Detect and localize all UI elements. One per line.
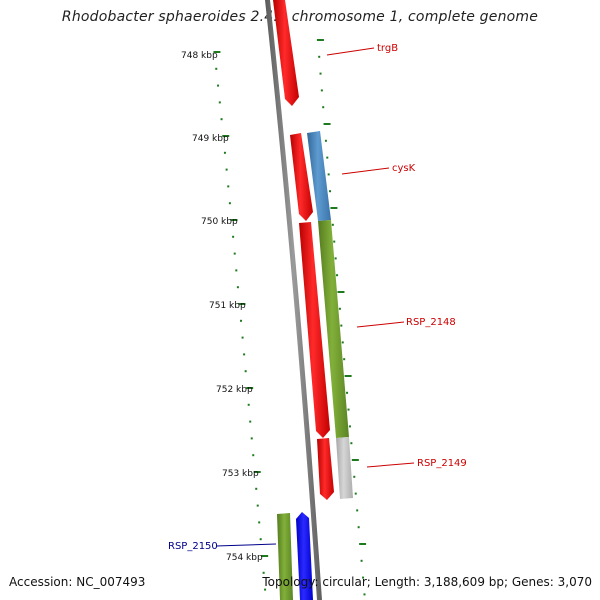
kbp-label: 753 kbp [222, 469, 259, 479]
callout-line-trgB [326, 47, 375, 56]
gene-red-4[interactable] [317, 438, 334, 500]
gene-label-trgB[interactable]: trgB [377, 43, 398, 54]
gene-RSP_2148[interactable] [318, 220, 349, 438]
kbp-label: 749 kbp [192, 134, 229, 144]
gene-trgB[interactable] [273, 0, 299, 106]
tick-marks-left [213, 51, 269, 591]
callout-line-RSP_2149 [366, 462, 415, 468]
gene-label-cysK[interactable]: cysK [392, 163, 416, 174]
gene-callouts [215, 47, 415, 547]
kbp-label: 751 kbp [209, 301, 246, 311]
gene-cysK[interactable] [307, 131, 331, 221]
callout-line-RSP_2148 [356, 321, 405, 328]
callout-line-cysK [341, 167, 390, 175]
gene-label-RSP_2149[interactable]: RSP_2149 [417, 458, 467, 469]
gene-features [273, 0, 353, 600]
kbp-label: 752 kbp [216, 385, 253, 395]
gene-red-2[interactable] [290, 133, 313, 221]
accession-text: Accession: NC_007493 [9, 575, 146, 589]
kbp-scale: 748 kbp 749 kbp 750 kbp 751 kbp 752 kbp … [181, 51, 263, 563]
gene-label-RSP_2150[interactable]: RSP_2150 [168, 541, 218, 552]
callout-line-RSP_2150 [215, 543, 277, 547]
gene-blue[interactable] [296, 512, 313, 600]
gene-red-3[interactable] [299, 222, 330, 438]
gene-label-RSP_2148[interactable]: RSP_2148 [406, 317, 456, 328]
map-title: Rhodobacter sphaeroides 2.4.1 chromosome… [61, 9, 539, 25]
gene-labels: trgB cysK RSP_2148 RSP_2149 RSP_2150 [168, 43, 467, 552]
kbp-label: 750 kbp [201, 217, 238, 227]
tick-marks-right [316, 39, 367, 596]
gene-RSP_2149[interactable] [336, 437, 353, 499]
backbone-strand [265, 0, 322, 600]
gene-RSP_2150[interactable] [277, 513, 293, 600]
genome-summary-text: Topology: circular; Length: 3,188,609 bp… [262, 575, 592, 589]
kbp-label: 754 kbp [226, 553, 263, 563]
kbp-label: 748 kbp [181, 51, 218, 61]
